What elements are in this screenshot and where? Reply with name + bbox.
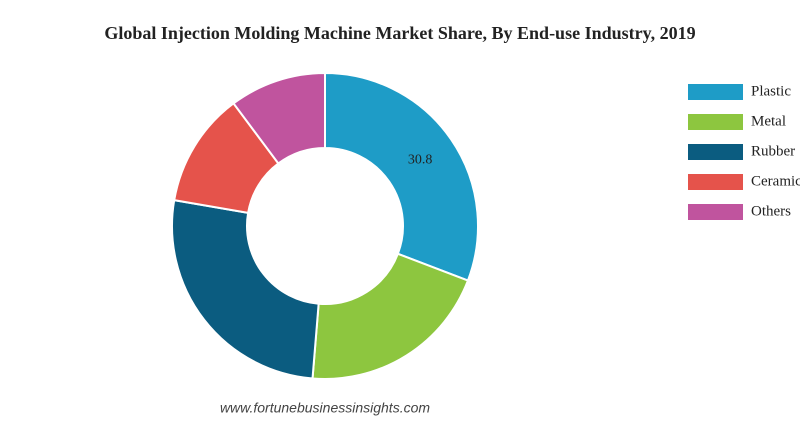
slice (311, 252, 470, 380)
slice (171, 199, 320, 380)
chart-title: Global Injection Molding Machine Market … (104, 23, 695, 43)
legend-swatch (688, 144, 743, 160)
legend-label: Ceramic (751, 173, 800, 189)
legend-swatch (688, 114, 743, 130)
legend-label: Metal (751, 113, 786, 129)
slice (232, 71, 326, 165)
legend-swatch (688, 204, 743, 220)
legend-label: Rubber (751, 143, 795, 159)
legend-label: Others (751, 203, 791, 219)
legend-label: Plastic (751, 83, 791, 99)
legend-swatch (688, 84, 743, 100)
legend-swatch (688, 174, 743, 190)
data-label: 30.8 (408, 153, 433, 168)
slice (324, 71, 479, 282)
source: www.fortunebusinessinsights.com (220, 400, 430, 416)
